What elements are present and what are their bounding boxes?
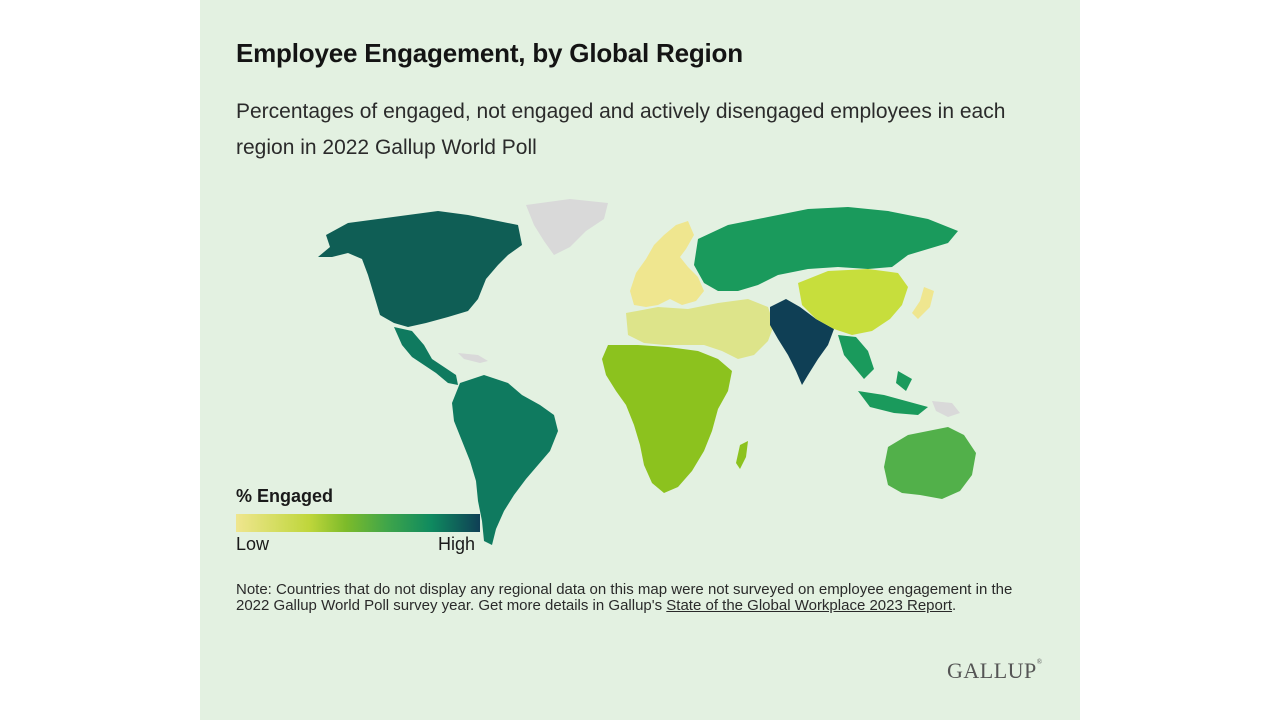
logo-text: GALLUP xyxy=(947,658,1037,683)
footnote: Note: Countries that do not display any … xyxy=(236,582,1046,614)
report-link[interactable]: State of the Global Workplace 2023 Repor… xyxy=(666,597,953,614)
south-asia-region xyxy=(770,299,834,385)
europe-region xyxy=(630,221,704,307)
japan-region xyxy=(912,287,934,319)
registered-mark: ® xyxy=(1036,658,1043,666)
central-america-region xyxy=(394,327,458,385)
caribbean-region xyxy=(458,353,488,363)
papua-region xyxy=(932,401,960,417)
greenland-region xyxy=(526,199,608,255)
footnote-text: Note: Countries that do not display any … xyxy=(236,581,1013,614)
russia-central-asia-region xyxy=(694,207,958,291)
chart-subtitle: Percentages of engaged, not engaged and … xyxy=(236,100,1006,159)
southeast-asia-region xyxy=(838,335,928,415)
north-america-region xyxy=(318,211,522,327)
legend-high-label: High xyxy=(438,534,476,554)
east-asia-region xyxy=(798,269,908,335)
chart-title: Employee Engagement, by Global Region xyxy=(236,38,743,68)
madagascar-region xyxy=(736,441,748,469)
footnote-end: . xyxy=(952,597,957,614)
sub-saharan-africa-region xyxy=(602,345,732,493)
gallup-logo: GALLUP® xyxy=(947,658,1043,684)
world-map xyxy=(318,199,976,545)
australia-region xyxy=(884,427,976,499)
legend-title: % Engaged xyxy=(236,486,334,506)
chart-card: Employee Engagement, by Global Region Pe… xyxy=(200,0,1080,720)
south-america-region xyxy=(452,375,558,545)
legend-gradient-bar xyxy=(236,514,480,532)
mena-region xyxy=(626,299,774,359)
legend-low-label: Low xyxy=(236,534,270,554)
